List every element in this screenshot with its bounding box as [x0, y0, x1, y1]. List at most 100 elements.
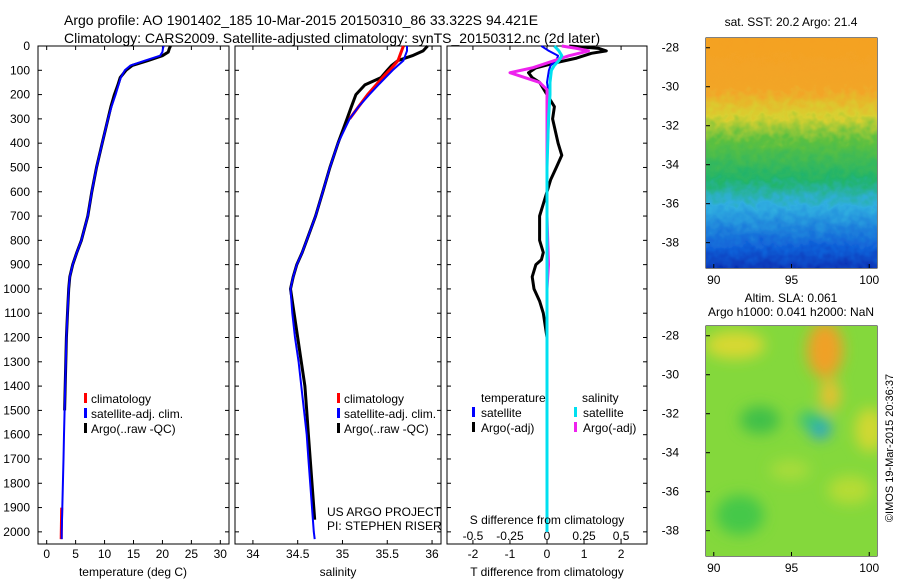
sla-map-lat-label: -38 — [662, 524, 680, 538]
sst-map-lon-label: 100 — [859, 273, 879, 287]
sla-field-blobs — [706, 326, 877, 535]
depth-tick-label: 1800 — [3, 476, 30, 490]
sla-map-lon-label: 100 — [859, 561, 879, 575]
temperature-axes — [37, 45, 230, 545]
sst-map-lat-label: -38 — [662, 236, 680, 250]
salinity-tick-label: 34 — [246, 547, 260, 561]
legend-label-t-argo: Argo(-adj) — [481, 421, 534, 435]
sla-high-anomaly — [807, 326, 843, 378]
depth-tick-label: 500 — [10, 160, 30, 174]
legend-label-satellite: satellite-adj. clim. — [344, 407, 436, 421]
depth-tick-label: 1200 — [3, 331, 30, 345]
s-difference-tick-label: 0 — [544, 529, 551, 543]
depth-tick-label: 2000 — [3, 525, 30, 539]
sla-low-anomaly — [740, 406, 780, 434]
temperature-line-satellite — [60, 45, 165, 540]
depth-tick-label: 1600 — [3, 428, 30, 442]
temperature-line-argo — [63, 45, 172, 411]
sla-map-lat-label: -34 — [662, 446, 680, 460]
legend-label-satellite: satellite-adj. clim. — [91, 407, 183, 421]
header-title: Argo profile: AO 1901402_185 10-Mar-2015… — [64, 12, 538, 28]
legend-swatch-t-argo — [472, 422, 475, 432]
legend-label-t-satellite: satellite — [481, 406, 522, 420]
salinity-xlabel: salinity — [320, 565, 357, 579]
temperature-tick-label: 30 — [214, 547, 228, 561]
temperature-legend: climatology satellite-adj. clim. Argo(..… — [84, 392, 183, 436]
sst-map-lat-label: -28 — [662, 41, 680, 55]
s-difference-tick-label: 0.5 — [613, 529, 630, 543]
depth-tick-label: 1300 — [3, 355, 30, 369]
salinity-axes — [234, 45, 442, 545]
depth-tick-label: 300 — [10, 112, 30, 126]
sst-map-lat-label: -36 — [662, 197, 680, 211]
depth-tick-label: 800 — [10, 233, 30, 247]
salinity-tick-label: 35.5 — [376, 547, 400, 561]
temperature-series — [59, 45, 172, 540]
sla-map-title: Altim. SLA: 0.061 — [745, 291, 838, 305]
legend-swatch-argo — [337, 423, 340, 433]
depth-tick-label: 700 — [10, 209, 30, 223]
depth-tick-label: 1400 — [3, 379, 30, 393]
legend-swatch-s-satellite — [574, 407, 577, 417]
sla-map-lat-label: -30 — [662, 368, 680, 382]
salinity-series — [289, 44, 429, 540]
sst-map-lat-label: -30 — [662, 80, 680, 94]
t-difference-tick-label: 0 — [544, 547, 551, 561]
difference-legend: temperature salinity satellite Argo(-adj… — [472, 391, 636, 435]
depth-tick-label: 200 — [10, 88, 30, 102]
legend-swatch-satellite — [84, 408, 87, 418]
header-subtitle: Climatology: CARS2009. Satellite-adjuste… — [64, 30, 600, 46]
legend-swatch-satellite — [337, 408, 340, 418]
legend-label-argo: Argo(..raw -QC) — [91, 422, 176, 436]
depth-tick-label: 400 — [10, 136, 30, 150]
temperature-tick-label: 25 — [185, 547, 199, 561]
salinity-tick-label: 34.5 — [286, 547, 310, 561]
sla-low-anomaly — [798, 412, 826, 428]
sla-map-lon-label: 95 — [785, 561, 799, 575]
temperature-x-axis: 0 5 10 15 20 25 30 — [43, 46, 227, 561]
t-difference-tick-label: -2 — [468, 547, 479, 561]
temperature-tick-label: 15 — [127, 547, 141, 561]
legend-title-salinity: salinity — [582, 391, 619, 405]
s-difference-tick-label: -0.5 — [463, 529, 484, 543]
sst-heatmap — [706, 38, 877, 268]
sst-map-lat-label: -34 — [662, 158, 680, 172]
t-difference-tick-label: 1 — [581, 547, 588, 561]
sst-map-title: sat. SST: 20.2 Argo: 21.4 — [725, 15, 858, 29]
salinity-legend: climatology satellite-adj. clim. Argo(..… — [337, 392, 436, 436]
sla-map-lat-label: -28 — [662, 329, 680, 343]
depth-axis: 0 100 200 300 400 500 600 700 800 900 1000 1100 1200… — [3, 39, 647, 539]
depth-tick-label: 1000 — [3, 282, 30, 296]
sla-moderate-anomaly — [706, 331, 765, 359]
depth-tick-label: 1100 — [4, 306, 30, 320]
temperature-tick-label: 0 — [43, 547, 50, 561]
sla-moderate-anomaly — [828, 476, 872, 504]
legend-swatch-climatology — [337, 393, 340, 403]
depth-tick-label: 1500 — [3, 403, 30, 417]
t-difference-tick-label: 2 — [618, 547, 625, 561]
legend-swatch-s-argo — [574, 422, 577, 432]
legend-label-s-argo: Argo(-adj) — [583, 421, 636, 435]
depth-tick-label: 0 — [23, 39, 30, 53]
sla-map-lon-label: 90 — [707, 561, 721, 575]
salinity-tick-label: 35 — [336, 547, 350, 561]
sla-moderate-anomaly — [770, 460, 810, 480]
salinity-line-argo — [289, 44, 429, 520]
sst-map-lon-label: 95 — [785, 273, 799, 287]
legend-swatch-climatology — [84, 393, 87, 403]
pi-label: PI: STEPHEN RISER — [327, 519, 442, 533]
legend-swatch-argo — [84, 423, 87, 433]
depth-tick-label: 1900 — [3, 501, 30, 515]
s-difference-tick-label: -0.25 — [496, 529, 524, 543]
legend-label-climatology: climatology — [91, 392, 151, 406]
imos-timestamp: ©IMOS 19-Mar-2015 20:36:37 — [884, 374, 896, 522]
sla-map-subtitle: Argo h1000: 0.041 h2000: NaN — [708, 305, 874, 319]
salinity-line-satellite — [289, 46, 408, 540]
temperature-tick-label: 5 — [72, 547, 79, 561]
legend-label-s-satellite: satellite — [583, 406, 624, 420]
sla-heatmap — [706, 326, 877, 556]
s-difference-xlabel: S difference from climatology — [470, 513, 625, 527]
depth-tick-label: 900 — [10, 258, 30, 272]
temperature-tick-label: 20 — [156, 547, 170, 561]
t-difference-xlabel: T difference from climatology — [470, 565, 624, 579]
